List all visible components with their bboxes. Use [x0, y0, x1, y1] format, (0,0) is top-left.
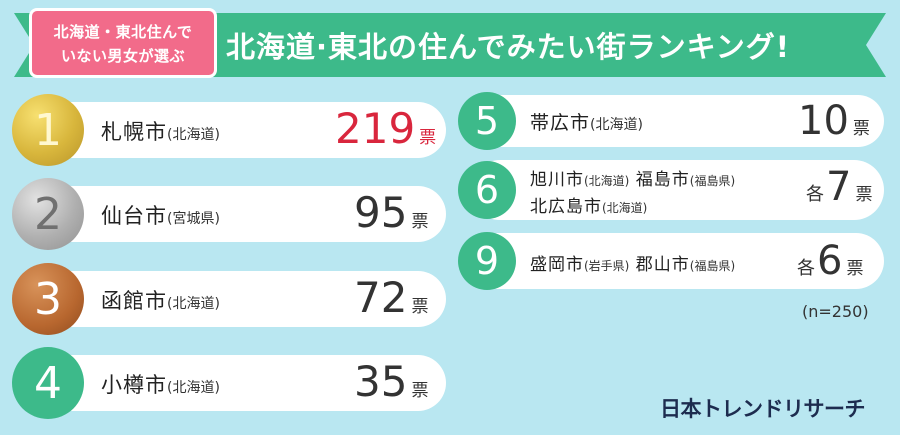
city-label: 旭川市 [530, 170, 584, 190]
rank-number: 1 [34, 104, 62, 156]
vote-unit: 票 [852, 119, 870, 139]
subtitle-tag: 北海道・東北住んで いない男女が選ぶ [29, 8, 217, 78]
gold-medal-icon: 1 [12, 94, 84, 166]
city-label: 盛岡市 [530, 255, 584, 275]
rank-number: 4 [34, 357, 62, 409]
rank-number: 3 [34, 273, 62, 325]
city-label: 郡山市 [635, 255, 690, 275]
city-label: 仙台市 [101, 204, 167, 228]
city-name: 旭川市(北海道) 福島市(福島県) [530, 165, 735, 190]
vote-count: 35 票 [354, 357, 428, 406]
prefecture-label: (福島県) [689, 259, 736, 273]
rank-number: 5 [474, 99, 500, 143]
vote-number: 219 [335, 104, 416, 153]
vote-unit: 票 [411, 381, 429, 401]
vote-count: 各6 票 [797, 238, 863, 284]
page-title: 北海道·東北の住んでみたい街ランキング! [226, 30, 790, 64]
vote-number: 6 [817, 238, 843, 284]
title-banner [14, 13, 886, 77]
city-name: 帯広市(北海道) [530, 108, 643, 135]
city-name: 函館市(北海道) [101, 285, 220, 315]
vote-unit: 票 [411, 212, 429, 232]
vote-number: 72 [354, 273, 408, 322]
city-name: 仙台市(宮城県) [101, 200, 220, 230]
rank-badge: 4 [12, 347, 84, 419]
ranking-row-1 [30, 102, 446, 158]
sample-size: (n=250) [802, 302, 869, 321]
prefecture-label: (北海道) [584, 174, 630, 188]
bronze-medal-icon: 3 [12, 263, 84, 335]
prefecture-label: (福島県) [689, 174, 736, 188]
vote-unit: 票 [846, 259, 864, 279]
vote-unit: 票 [411, 297, 429, 317]
city-label: 札幌市 [101, 120, 167, 144]
prefecture-label: (宮城県) [167, 211, 220, 227]
ranking-row-9 [470, 233, 884, 289]
ranking-row-5 [470, 95, 884, 147]
ranking-row-2 [30, 186, 446, 242]
prefecture-label: (北海道) [590, 117, 643, 133]
city-label: 福島市 [635, 170, 690, 190]
city-label: 帯広市 [530, 112, 591, 134]
ranking-row-6 [470, 160, 884, 220]
subtitle-line2: いない男女が選ぶ [60, 47, 185, 65]
prefecture-label: (北海道) [167, 296, 220, 312]
ranking-row-4 [30, 355, 446, 411]
silver-medal-icon: 2 [12, 178, 84, 250]
vote-count: 各7 票 [806, 164, 872, 210]
ranking-row-3 [30, 271, 446, 327]
prefecture-label: (北海道) [602, 201, 648, 215]
brand-logo: 日本トレンドリサーチ [660, 397, 866, 421]
vote-count: 219 票 [335, 104, 436, 153]
city-name: 小樽市(北海道) [101, 369, 220, 399]
city-label: 函館市 [101, 289, 167, 313]
vote-unit: 票 [855, 185, 873, 205]
each-label: 各 [806, 184, 824, 205]
vote-count: 95 票 [354, 188, 428, 237]
prefecture-label: (北海道) [167, 127, 220, 143]
prefecture-label: (北海道) [167, 380, 220, 396]
rank-number: 6 [474, 168, 500, 212]
rank-badge: 5 [458, 92, 516, 150]
rank-number: 9 [474, 239, 500, 283]
each-label: 各 [797, 258, 815, 279]
vote-number: 7 [826, 164, 852, 210]
city-name: 盛岡市(岩手県) 郡山市(福島県) [530, 250, 735, 275]
vote-count: 10 票 [798, 98, 870, 144]
vote-count: 72 票 [354, 273, 428, 322]
vote-number: 35 [354, 357, 408, 406]
rank-badge: 9 [458, 232, 516, 290]
rank-number: 2 [34, 188, 62, 240]
vote-unit: 票 [419, 128, 437, 148]
vote-number: 95 [354, 188, 408, 237]
city-name: 北広島市(北海道) [530, 192, 647, 217]
prefecture-label: (岩手県) [584, 259, 630, 273]
city-name: 札幌市(北海道) [101, 116, 220, 146]
city-label: 小樽市 [101, 373, 167, 397]
vote-number: 10 [798, 98, 849, 144]
city-label: 北広島市 [530, 197, 602, 217]
subtitle-line1: 北海道・東北住んで [53, 23, 193, 41]
rank-badge: 6 [458, 161, 516, 219]
